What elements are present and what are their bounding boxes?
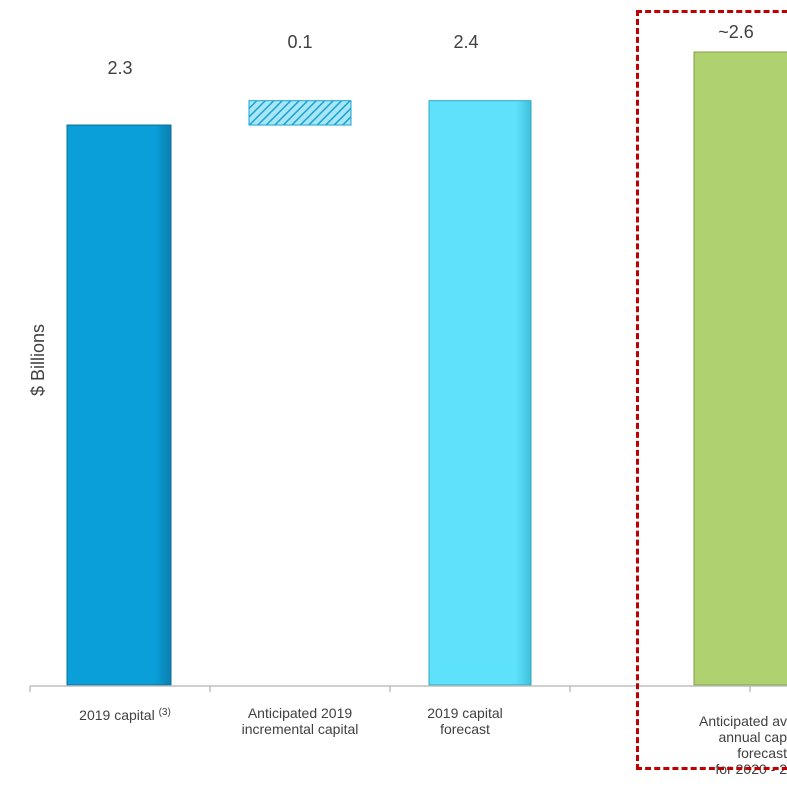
bar-0 (66, 124, 172, 686)
category-label-1: Anticipated 2019 incremental capital (215, 705, 385, 737)
data-label-0: 2.3 (107, 58, 133, 78)
category-label-3: Anticipated av annual cap forecast for 2… (660, 713, 787, 777)
footnote-marker: (3) (158, 707, 171, 718)
category-label-2-line1: 2019 capital (427, 705, 503, 721)
category-label-3-line2: annual cap (718, 729, 787, 745)
y-axis-label: $ Billions (27, 323, 48, 397)
category-label-2: 2019 capital forecast (400, 705, 530, 737)
category-label-1-line2: incremental capital (241, 721, 359, 737)
category-label-3-line1: Anticipated av (699, 713, 787, 729)
category-label-0: 2019 capital (3) (55, 705, 195, 723)
data-label-1: 0.1 (287, 32, 313, 52)
category-label-0-text: 2019 capital (79, 707, 155, 723)
bar-3 (693, 51, 787, 686)
bars-group (66, 51, 787, 686)
data-label-2: 2.4 (453, 32, 479, 52)
bar-1 (248, 100, 352, 126)
bar-2 (428, 100, 532, 686)
category-label-1-line1: Anticipated 2019 (247, 705, 353, 721)
category-label-3-line3: forecast (737, 745, 787, 761)
x-axis (29, 685, 787, 692)
category-label-2-line2: forecast (440, 721, 490, 737)
forecast-highlight-box (636, 10, 787, 770)
data-label-3: ~2.6 (718, 22, 754, 42)
